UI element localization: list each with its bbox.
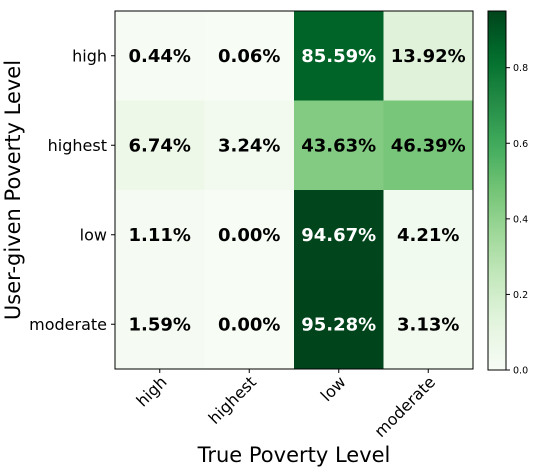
x-axis-label: True Poverty Level: [197, 443, 391, 467]
y-tick-label-low: low: [80, 225, 107, 244]
heatmap-cell-low-low: [294, 190, 384, 280]
colorbar-tick-label: 0.0: [513, 366, 528, 377]
heatmap-cell-high-moderate: [383, 11, 474, 101]
colorbar-tick-label: 0.4: [513, 214, 528, 225]
heatmap-cell-low-highest: [204, 190, 295, 280]
cell-label-highest-high: 6.74%: [129, 135, 191, 156]
cell-label-moderate-high: 1.59%: [129, 314, 191, 335]
heatmap-cells: [115, 11, 474, 370]
x-tick-label-moderate: moderate: [371, 372, 440, 441]
heatmap-cell-low-high: [115, 190, 205, 280]
x-tick-label-low: low: [317, 372, 350, 405]
cell-label-moderate-low: 95.28%: [301, 314, 376, 335]
cell-label-moderate-highest: 0.00%: [218, 314, 280, 335]
heatmap-cell-high-highest: [204, 11, 295, 101]
cell-label-moderate-moderate: 3.13%: [397, 314, 459, 335]
heatmap-cell-moderate-moderate: [383, 279, 474, 370]
heatmap-cell-highest-moderate: [383, 100, 474, 191]
cell-label-low-moderate: 4.21%: [397, 225, 459, 246]
colorbar-tick-label: 0.2: [513, 290, 528, 301]
cell-label-low-highest: 0.00%: [218, 225, 280, 246]
heatmap-cell-high-low: [294, 11, 384, 101]
colorbar-tick-label: 0.6: [513, 139, 528, 150]
y-tick-label-moderate: moderate: [29, 315, 107, 334]
heatmap-cell-moderate-low: [294, 279, 384, 370]
cell-label-highest-highest: 3.24%: [218, 135, 280, 156]
heatmap-cell-highest-low: [294, 100, 384, 191]
heatmap-cell-high-high: [115, 11, 205, 101]
heatmap-cell-moderate-high: [115, 279, 205, 370]
cell-label-highest-low: 43.63%: [301, 135, 376, 156]
cell-label-high-moderate: 13.92%: [391, 46, 466, 67]
heatmap-cell-moderate-highest: [204, 279, 295, 370]
heatmap-cell-highest-highest: [204, 100, 295, 191]
x-tick-label-highest: highest: [205, 372, 260, 427]
colorbar-gradient: [487, 10, 507, 371]
y-tick-label-highest: highest: [48, 136, 107, 155]
y-tick-label-high: high: [72, 46, 107, 65]
cell-label-low-high: 1.11%: [129, 225, 191, 246]
cell-label-high-high: 0.44%: [129, 46, 191, 67]
heatmap-cell-labels: 0.44% 0.06% 85.59% 13.92% 6.74% 3.24% 43.63% 46…: [129, 46, 466, 336]
x-tick-label-high: high: [132, 372, 170, 410]
cell-label-highest-moderate: 46.39%: [391, 135, 466, 156]
cell-label-low-low: 94.67%: [301, 225, 376, 246]
cell-label-high-low: 85.59%: [301, 46, 376, 67]
cell-label-high-highest: 0.06%: [218, 46, 280, 67]
y-axis-label: User-given Poverty Level: [1, 60, 25, 320]
plot-frame: [114, 10, 474, 370]
colorbar: 0.0 0.2 0.4 0.6 0.8: [487, 10, 528, 377]
heatmap-cell-highest-high: [115, 100, 205, 191]
heatmap-cell-low-moderate: [383, 190, 474, 280]
colorbar-tick-label: 0.8: [513, 63, 528, 74]
